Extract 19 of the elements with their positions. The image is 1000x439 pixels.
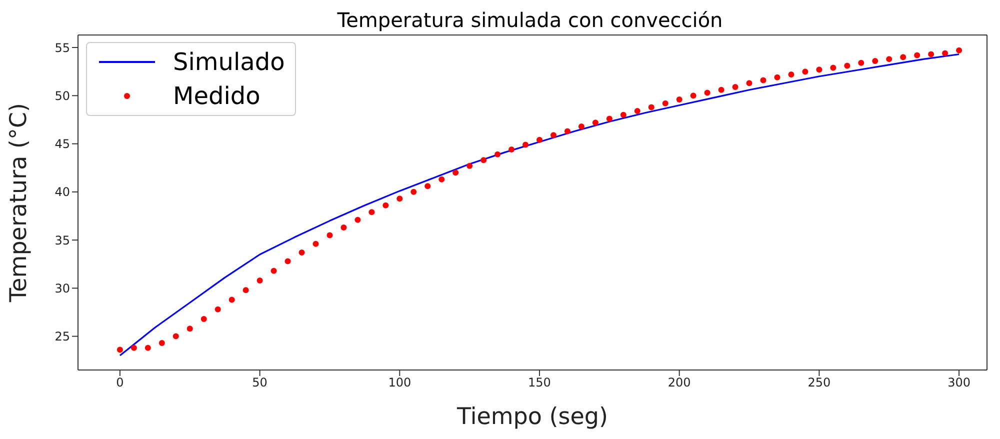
y-tick-label: 25	[54, 330, 70, 344]
chart-title: Temperatura simulada con convección	[336, 8, 724, 32]
x-tick-label: 100	[388, 376, 412, 390]
y-axis-title: Temperatura (°C)	[6, 103, 32, 303]
y-tick-label: 55	[54, 40, 70, 55]
legend-label: Simulado	[173, 48, 285, 76]
x-tick-label: 150	[528, 376, 551, 390]
x-axis-title: Tiempo (seg)	[456, 404, 608, 430]
x-tick-label: 250	[808, 376, 831, 390]
y-tick-label: 40	[54, 185, 70, 200]
y-tick-label: 30	[54, 281, 70, 296]
y-tick-label: 35	[54, 233, 70, 248]
legend-label: Medido	[173, 82, 260, 110]
x-tick-label: 200	[668, 376, 691, 390]
y-tick-label: 50	[54, 88, 70, 103]
x-tick-label: 300	[948, 376, 970, 390]
x-tick-label: 50	[252, 376, 268, 390]
x-tick-label: 0	[116, 376, 124, 390]
y-tick-label: 45	[54, 137, 70, 152]
